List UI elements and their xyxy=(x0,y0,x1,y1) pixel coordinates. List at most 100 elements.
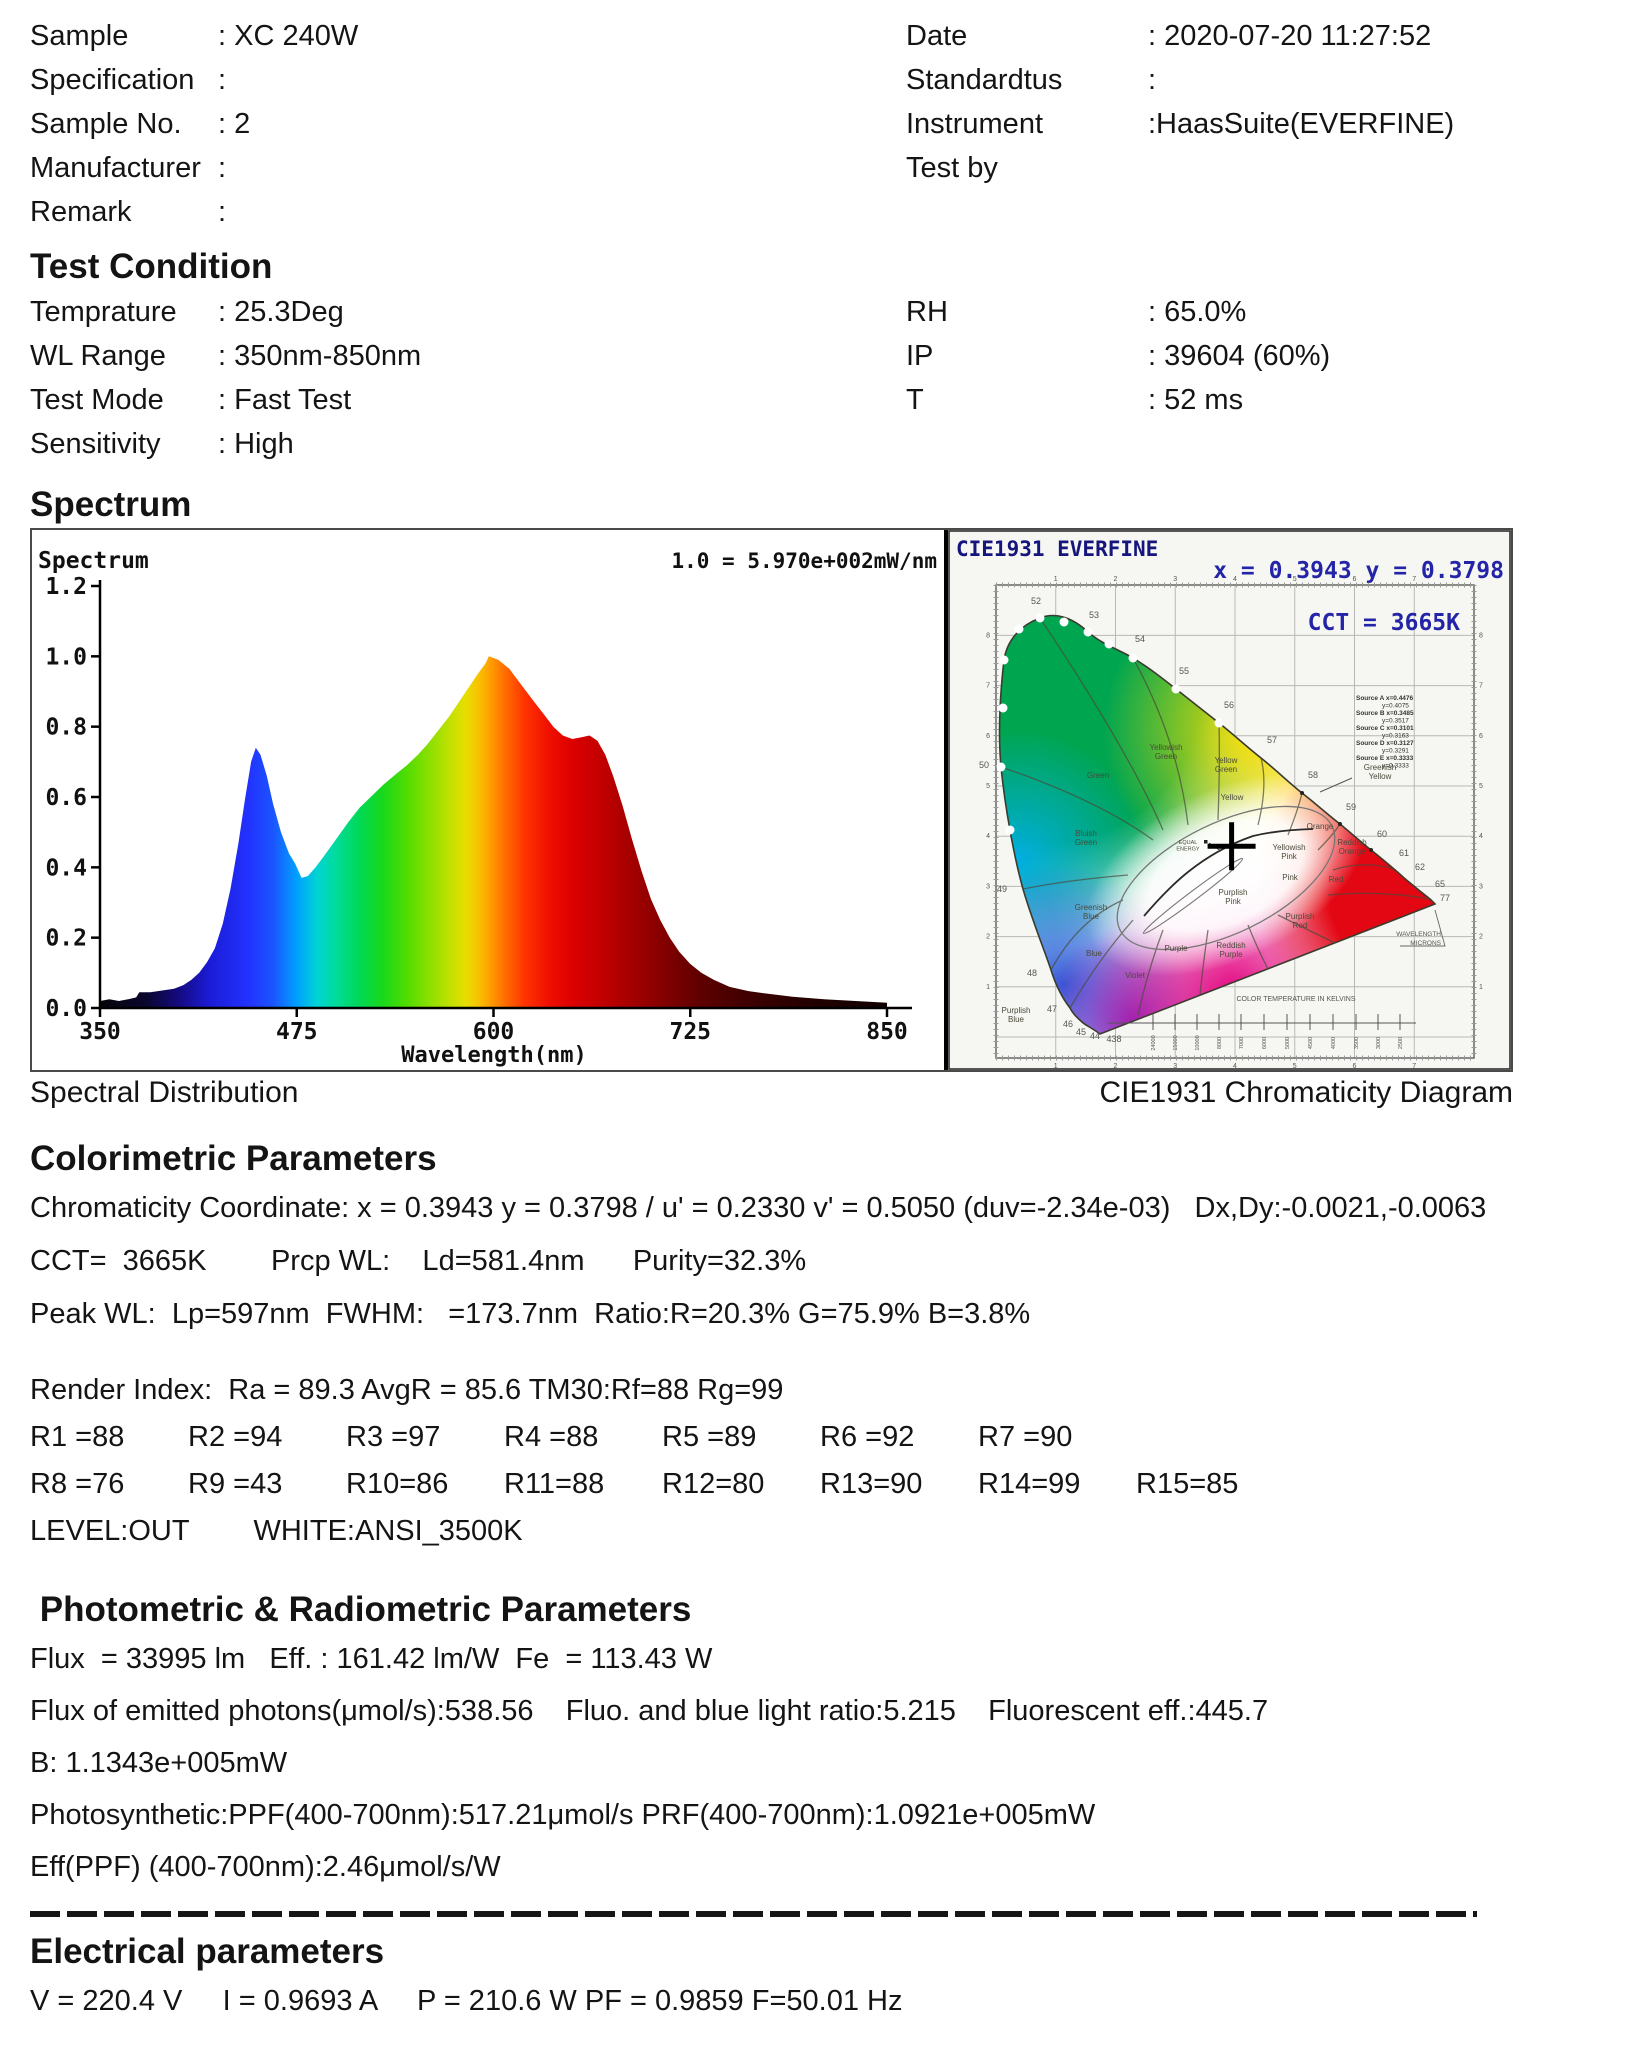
condition-label: Sensitivity xyxy=(30,428,161,460)
svg-text:600: 600 xyxy=(473,1019,515,1045)
svg-text:8: 8 xyxy=(1479,632,1483,639)
svg-text:6: 6 xyxy=(986,733,990,740)
render-index-summary: Render Index: Ra = 89.3 AvgR = 85.6 TM30… xyxy=(30,1374,784,1406)
svg-text:2: 2 xyxy=(1479,934,1483,941)
meta-label: Sample No. xyxy=(30,108,182,140)
svg-text:Red: Red xyxy=(1329,875,1344,884)
svg-text:60: 60 xyxy=(1377,829,1387,839)
svg-text:Source A x=0.4476: Source A x=0.4476 xyxy=(1356,695,1414,702)
level-white-line: LEVEL:OUT WHITE:ANSI_3500K xyxy=(30,1515,523,1547)
meta-value: : 2 xyxy=(218,108,251,140)
photosynthetic-line: Photosynthetic:PPF(400-700nm):517.21μmol… xyxy=(30,1799,1096,1831)
svg-text:Greenish: Greenish xyxy=(1364,763,1396,772)
photon-flux-line: Flux of emitted photons(μmol/s):538.56 F… xyxy=(30,1695,1269,1727)
r-value: R13=90 xyxy=(820,1468,923,1500)
svg-text:61: 61 xyxy=(1399,848,1409,858)
sample-meta-table: Sample: XC 240W Date: 2020-07-20 11:27:52… xyxy=(30,14,1618,234)
svg-text:Yellow: Yellow xyxy=(1215,756,1238,765)
cie-xy-readout: x = 0.3943 y = 0.3798 xyxy=(1213,558,1504,584)
svg-text:MICRONS: MICRONS xyxy=(1410,940,1441,947)
meta-label xyxy=(906,190,1148,234)
svg-text:Pink: Pink xyxy=(1225,897,1242,906)
svg-text:54: 54 xyxy=(1135,634,1145,644)
meta-value: : xyxy=(218,64,227,96)
svg-text:0.8: 0.8 xyxy=(45,715,87,741)
svg-text:1.2: 1.2 xyxy=(45,574,87,600)
condition-label: IP xyxy=(906,340,934,372)
svg-text:y=0.3333: y=0.3333 xyxy=(1382,763,1409,770)
svg-text:4: 4 xyxy=(1233,1063,1237,1070)
kelvin-scale: 24000 15000 10000 8000 7000 6000 5000 4500 4000 3… xyxy=(1108,1014,1416,1051)
svg-text:Source C x=0.3101: Source C x=0.3101 xyxy=(1356,725,1414,732)
meta-value: : xyxy=(218,196,227,228)
render-index-block: Render Index: Ra = 89.3 AvgR = 85.6 TM30… xyxy=(30,1367,1618,1555)
r-value: R6 =92 xyxy=(820,1421,915,1453)
svg-text:52: 52 xyxy=(1031,596,1041,606)
svg-text:44: 44 xyxy=(1090,1031,1100,1041)
svg-text:4: 4 xyxy=(1479,833,1483,840)
r-value: R8 =76 xyxy=(30,1468,125,1500)
svg-text:2500: 2500 xyxy=(1398,1037,1404,1049)
svg-text:8000: 8000 xyxy=(1217,1037,1223,1049)
photometric-title: Photometric & Radiometric Parameters xyxy=(30,1590,692,1629)
svg-text:4500: 4500 xyxy=(1308,1037,1314,1049)
svg-text:7: 7 xyxy=(1412,576,1416,583)
svg-text:2: 2 xyxy=(986,934,990,941)
svg-text:4000: 4000 xyxy=(1331,1037,1337,1049)
svg-text:45: 45 xyxy=(1076,1027,1086,1037)
r-value: R5 =89 xyxy=(662,1421,757,1453)
meta-label: Specification xyxy=(30,64,195,96)
condition-value: : 65.0% xyxy=(1148,296,1247,328)
svg-text:Purple: Purple xyxy=(1164,944,1188,953)
svg-text:1: 1 xyxy=(1054,576,1058,583)
svg-text:6000: 6000 xyxy=(1262,1037,1268,1049)
meta-label: Sample xyxy=(30,20,129,52)
meta-label: Standardtus xyxy=(906,64,1063,96)
condition-label: Temprature xyxy=(30,296,177,328)
svg-text:53: 53 xyxy=(1089,610,1099,620)
svg-text:55: 55 xyxy=(1179,666,1189,676)
svg-text:Green: Green xyxy=(1087,771,1109,780)
svg-text:Reddish: Reddish xyxy=(1337,838,1366,847)
svg-text:5: 5 xyxy=(1293,1063,1297,1070)
spectrum-inner-title: Spectrum xyxy=(38,548,149,574)
svg-text:6: 6 xyxy=(1353,1063,1357,1070)
svg-text:77: 77 xyxy=(1440,893,1450,903)
meta-value xyxy=(1148,146,1618,190)
svg-text:6: 6 xyxy=(1479,733,1483,740)
r-value: R10=86 xyxy=(346,1468,449,1500)
svg-text:49: 49 xyxy=(997,884,1007,894)
svg-text:Purple: Purple xyxy=(1219,950,1243,959)
svg-text:56: 56 xyxy=(1224,700,1234,710)
cie-cct-readout: CCT = 3665K xyxy=(1308,610,1460,636)
spectral-distribution-caption: Spectral Distribution xyxy=(30,1076,299,1109)
measured-point-cross xyxy=(1207,822,1256,871)
svg-text:Blue: Blue xyxy=(1086,949,1103,958)
r-value: R11=88 xyxy=(504,1468,605,1500)
svg-text:47: 47 xyxy=(1047,1004,1057,1014)
svg-text:Blue: Blue xyxy=(1083,912,1100,921)
eff-ppf-line: Eff(PPF) (400-700nm):2.46μmol/s/W xyxy=(30,1851,501,1883)
svg-text:5000: 5000 xyxy=(1285,1037,1291,1049)
svg-text:1: 1 xyxy=(1054,1063,1058,1070)
svg-text:Source D x=0.3127: Source D x=0.3127 xyxy=(1356,740,1414,747)
chart-captions: Spectral Distribution CIE1931 Chromatici… xyxy=(30,1072,1513,1114)
section-divider xyxy=(30,1911,1477,1917)
svg-text:350: 350 xyxy=(79,1019,121,1045)
r-value: R14=99 xyxy=(978,1468,1081,1500)
spectrum-curve xyxy=(100,656,887,1008)
svg-text:EQUAL: EQUAL xyxy=(1179,840,1198,846)
svg-text:Yellow: Yellow xyxy=(1221,793,1244,802)
daylight-band xyxy=(1142,857,1244,935)
r-value: R15=85 xyxy=(1136,1468,1239,1500)
svg-text:4: 4 xyxy=(986,833,990,840)
r-value: R4 =88 xyxy=(504,1421,599,1453)
svg-text:y=0.3291: y=0.3291 xyxy=(1382,748,1409,755)
meta-value: : XC 240W xyxy=(218,20,359,52)
svg-text:8: 8 xyxy=(986,632,990,639)
svg-text:Source E x=0.3333: Source E x=0.3333 xyxy=(1356,755,1414,762)
planckian-locus xyxy=(1143,828,1314,917)
cie-extra-labels: COLOR TEMPERATURE IN KELVINS WAVELENGTH MI… xyxy=(1236,931,1441,1003)
